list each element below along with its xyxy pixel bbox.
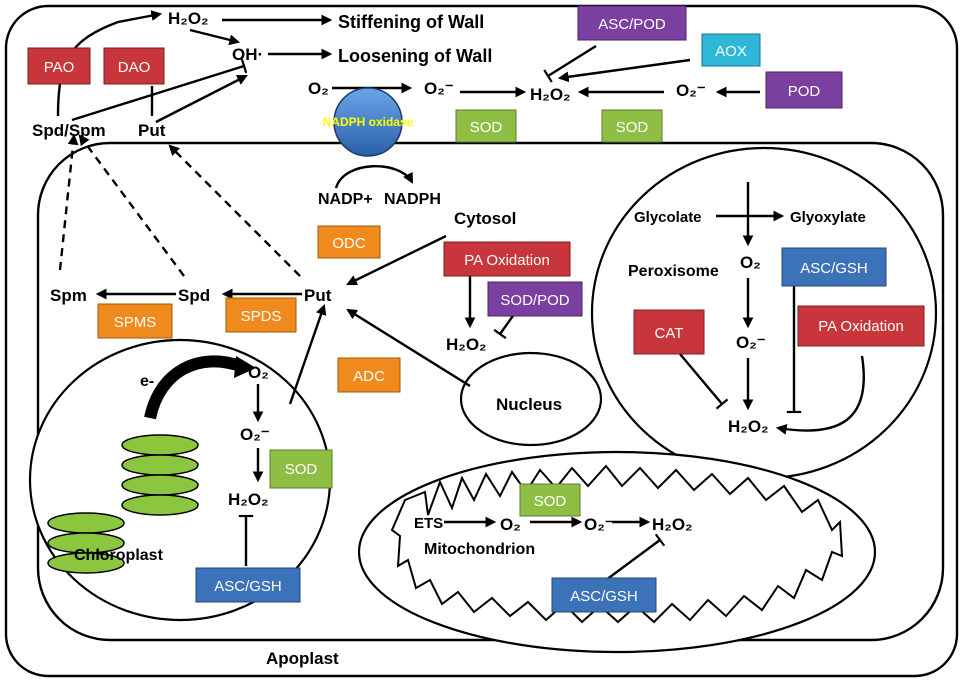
thylakoid-stack-right [121,434,199,516]
h2o2-apoplast-top: H₂O₂ [168,9,209,28]
svg-text:SOD: SOD [616,119,649,136]
h2o2-chloroplast: H₂O₂ [228,490,269,509]
peroxisome-label: Peroxisome [628,263,719,280]
mitochondrion-label: Mitochondrion [424,541,535,558]
superoxide-mitochondrion: O₂⁻ [584,515,614,534]
superoxide-apoplast-right: O₂⁻ [676,81,706,100]
h2o2-mitochondrion: H₂O₂ [652,515,693,534]
sod-pod-box: SOD/POD [487,281,583,317]
svg-text:PAO: PAO [44,59,75,76]
apoplast-label: Apoplast [266,649,339,668]
svg-text:SPMS: SPMS [114,314,157,331]
glycolate-label: Glycolate [634,209,702,226]
chloroplast-label: Chloroplast [74,547,164,564]
svg-text:ASC/POD: ASC/POD [598,16,666,33]
nucleus-label: Nucleus [496,395,562,414]
svg-text:SOD: SOD [534,493,567,510]
superoxide-peroxisome: O₂⁻ [736,333,766,352]
asc-gsh-mitochondrion-box: ASC/GSH [551,577,657,613]
svg-text:ASC/GSH: ASC/GSH [800,260,868,277]
thylakoid-stack-left [47,512,125,574]
adc-box: ADC [337,357,401,393]
spm-label: Spm [50,286,87,305]
hydroxyl-radical: OH· [232,45,263,64]
put-cytosol-label: Put [304,286,332,305]
ets-label: ETS [414,515,443,532]
sod-mitochondrion-box: SOD [519,483,581,517]
svg-text:ODC: ODC [332,235,366,252]
svg-text:PA Oxidation: PA Oxidation [464,252,550,269]
superoxide-apoplast: O₂⁻ [424,79,454,98]
sod-chloroplast-box: SOD [269,449,333,489]
o2-mitochondrion: O₂ [500,515,521,534]
o2-peroxisome: O₂ [740,253,761,272]
svg-text:DAO: DAO [118,59,151,76]
spd-spm-label: Spd/Spm [32,121,106,140]
nadph-oxidase-label: NADPH oxidase [323,115,414,129]
svg-text:AOX: AOX [715,43,747,60]
cell-wall-outline [4,4,959,678]
svg-text:SPDS: SPDS [241,308,282,325]
spds-box: SPDS [225,297,297,333]
nucleus-organelle [459,351,603,447]
cat-box: CAT [633,309,705,355]
sod-apoplast-box-1: SOD [455,109,517,143]
stiffening-of-wall: Stiffening of Wall [338,12,484,32]
svg-text:SOD: SOD [285,461,318,478]
nadp-label: NADP+ [318,191,373,208]
superoxide-chloroplast: O₂⁻ [240,425,270,444]
pod-box: POD [765,71,843,109]
nadph-label: NADPH [384,191,441,208]
dao-box: DAO [103,47,165,85]
pa-oxidation-peroxisome-box: PA Oxidation [797,305,925,347]
spms-box: SPMS [97,303,173,339]
put-apoplast-label: Put [138,121,166,140]
odc-box: ODC [317,225,381,259]
asc-pod-box: ASC/POD [577,5,687,41]
svg-text:CAT: CAT [655,325,684,342]
pathway-arrows [56,10,865,581]
svg-text:SOD: SOD [470,119,503,136]
spd-label: Spd [178,286,210,305]
svg-text:PA Oxidation: PA Oxidation [818,318,904,335]
nadph-oxidase-enzyme [333,87,403,157]
svg-text:ASC/GSH: ASC/GSH [214,578,282,595]
pao-box: PAO [27,47,91,85]
aox-box: AOX [701,33,761,67]
svg-text:ADC: ADC [353,368,385,385]
svg-text:SOD/POD: SOD/POD [500,292,569,309]
electron-label: e- [140,373,154,390]
sod-apoplast-box-2: SOD [601,109,663,143]
asc-gsh-chloroplast-box: ASC/GSH [195,567,301,603]
loosening-of-wall: Loosening of Wall [338,46,492,66]
h2o2-peroxisome: H₂O₂ [728,417,769,436]
cytosol-label: Cytosol [454,209,516,228]
h2o2-cytosol: H₂O₂ [446,335,487,354]
o2-chloroplast: O₂ [248,363,269,382]
asc-gsh-peroxisome-box: ASC/GSH [781,247,887,287]
svg-text:ASC/GSH: ASC/GSH [570,588,638,605]
glyoxylate-label: Glyoxylate [790,209,866,226]
o2-apoplast: O₂ [308,79,329,98]
h2o2-apoplast: H₂O₂ [530,85,571,104]
svg-text:POD: POD [788,83,821,100]
pa-oxidation-cytosol-box: PA Oxidation [443,241,571,277]
